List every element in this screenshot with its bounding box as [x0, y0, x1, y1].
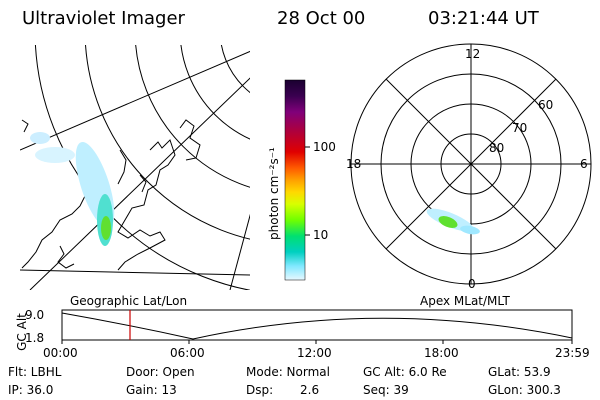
mlat-label-70: 70	[512, 121, 528, 135]
time-tick-1200: 12:00	[297, 346, 332, 360]
mlt-label-0: 0	[468, 277, 476, 291]
time-tick-2359: 23:59	[555, 346, 590, 360]
info-gc-alt: GC Alt: 6.0 Re	[363, 365, 447, 379]
info-glat: GLat: 53.9	[488, 365, 551, 379]
info-dsp-label: Dsp:	[246, 383, 274, 397]
mlt-label-12: 12	[465, 47, 481, 61]
altitude-tick-9: 9.0	[25, 308, 45, 322]
mlat-label-60: 60	[538, 98, 554, 112]
time-tick-0600: 06:00	[170, 346, 205, 360]
info-gain: Gain: 13	[126, 383, 177, 397]
info-flt: Flt: LBHL	[8, 365, 62, 379]
info-door: Door: Open	[126, 365, 195, 379]
geographic-label: Geographic Lat/Lon	[70, 294, 188, 308]
time-label: 03:21:44 UT	[428, 8, 539, 29]
colorbar-tick-10: 10	[313, 228, 329, 242]
info-seq: Seq: 39	[363, 383, 409, 397]
time-tick-0000: 00:00	[43, 346, 78, 360]
altitude-curve	[61, 312, 573, 340]
info-glon: GLon: 300.3	[488, 383, 561, 397]
apex-label: Apex MLat/MLT	[420, 294, 510, 308]
info-mode: Mode: Normal	[246, 365, 330, 379]
info-ip: IP: 36.0	[8, 383, 54, 397]
colorbar-scale	[284, 79, 306, 281]
colorbar-tick-100: 100	[313, 140, 336, 154]
date-label: 28 Oct 00	[277, 8, 366, 29]
mlt-label-18: 18	[346, 157, 362, 171]
info-dsp-value: 2.6	[300, 383, 320, 397]
mlat-label-80: 80	[489, 141, 505, 155]
app-title: Ultraviolet Imager	[22, 8, 185, 29]
altitude-tick-1.8: 1.8	[25, 331, 45, 345]
mlt-label-6: 6	[580, 157, 588, 171]
time-tick-1800: 18:00	[424, 346, 459, 360]
